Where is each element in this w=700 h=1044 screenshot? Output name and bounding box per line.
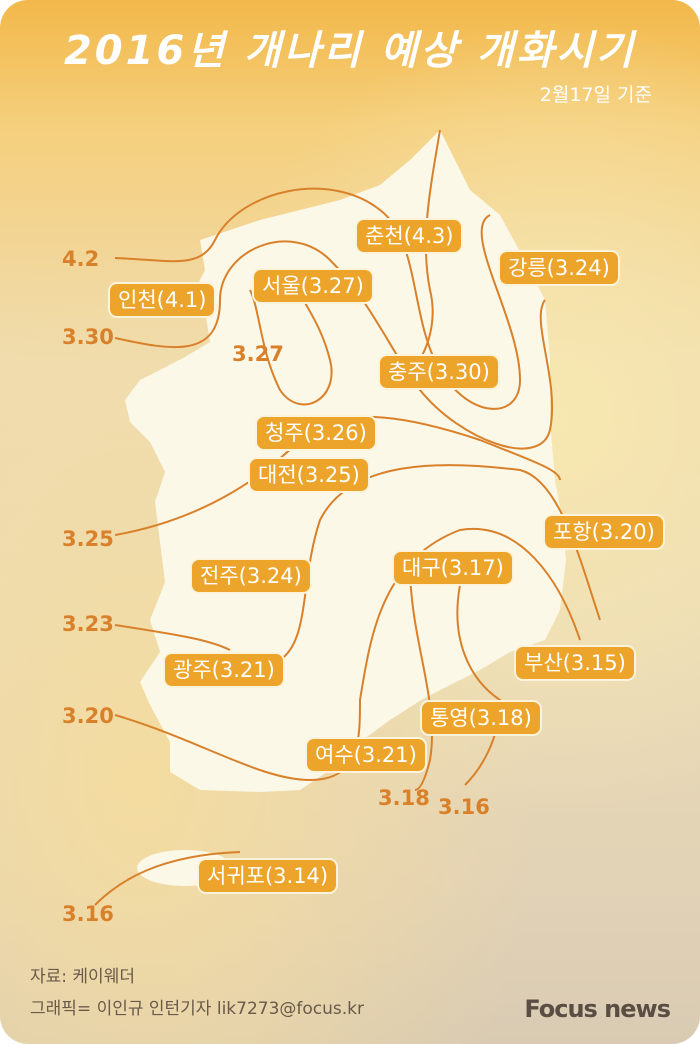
credit-text: 그래픽= 이인규 인턴기자 lik7273@focus.kr [30,999,365,1019]
city-label-daejeon: 대전(3.25) [248,457,370,493]
city-label-gangneung: 강릉(3.24) [498,250,620,286]
city-label-jeonju: 전주(3.24) [190,558,312,594]
city-label-chuncheon: 춘천(4.3) [355,218,464,254]
subtitle: 2월17일 기준 [539,84,652,106]
city-label-seoul: 서울(3.27) [252,268,374,304]
title: 2016년 개나리 예상 개화시기 [63,28,637,74]
isoline-label: 3.30 [62,325,114,349]
city-label-daegu: 대구(3.17) [392,550,514,586]
isoline-label: 3.27 [232,342,284,366]
isoline-label: 3.20 [62,704,114,728]
city-label-chungju: 충주(3.30) [378,354,500,390]
city-label-pohang: 포항(3.20) [543,514,665,550]
focus-news-logo: Focus news [524,995,671,1023]
city-label-cheongju: 청주(3.26) [255,415,377,451]
city-label-tongyeong: 통영(3.18) [420,700,542,736]
isoline-label: 3.23 [62,612,114,636]
isoline-label: 3.18 [378,786,430,810]
isoline-label: 3.25 [62,527,114,551]
city-label-incheon: 인천(4.1) [108,282,217,318]
city-label-seogwipo: 서귀포(3.14) [197,858,339,894]
source-text: 자료: 케이웨더 [30,967,135,987]
isoline-label: 3.16 [62,902,114,926]
city-label-yeosu: 여수(3.21) [305,737,427,773]
isoline-label: 3.16 [438,795,490,819]
city-label-gwangju: 광주(3.21) [163,652,285,688]
isoline-label: 4.2 [62,247,100,271]
city-label-busan: 부산(3.15) [514,645,636,681]
